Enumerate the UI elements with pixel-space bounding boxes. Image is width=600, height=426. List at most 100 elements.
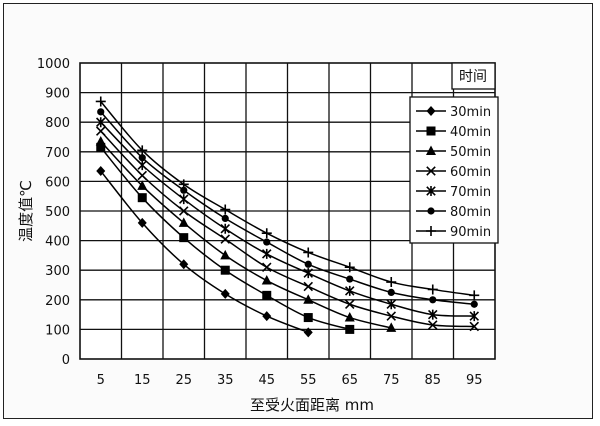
data-point-90min (344, 262, 355, 273)
legend-label: 30min (450, 105, 491, 120)
legend-label: 90min (450, 225, 491, 240)
series-line-90min (100, 100, 475, 297)
data-point-30min (303, 327, 313, 338)
data-point-50min (386, 322, 397, 332)
y-tick-label: 500 (45, 205, 70, 220)
legend-label: 70min (450, 185, 491, 200)
legend-label: 40min (450, 125, 491, 140)
data-point-40min (345, 324, 355, 334)
data-point-70min (261, 248, 272, 259)
data-point-40min (179, 233, 189, 243)
data-point-90min (303, 247, 314, 258)
legend-title: 时间 (459, 69, 487, 85)
x-tick-label: 35 (217, 373, 234, 388)
y-tick-label: 100 (45, 323, 70, 338)
data-point-30min (220, 288, 230, 299)
legend-item-30min: 30min (416, 105, 491, 120)
data-point-80min (180, 186, 188, 194)
legend-label: 80min (450, 205, 491, 220)
legend-item-70min: 70min (416, 185, 491, 200)
data-point-90min (95, 96, 106, 107)
x-tick-label: 85 (424, 373, 441, 388)
data-point-50min (261, 275, 272, 285)
data-point-90min (427, 284, 438, 295)
data-point-60min (261, 262, 272, 273)
legend-item-50min: 50min (416, 145, 491, 160)
data-point-80min (97, 108, 105, 116)
data-point-80min (263, 238, 271, 246)
legend-marker (426, 226, 436, 236)
legend-marker (426, 186, 436, 196)
data-point-80min (138, 154, 146, 162)
x-tick-label: 15 (134, 373, 151, 388)
data-point-70min (386, 299, 397, 310)
legend-title-box (451, 62, 496, 90)
y-tick-label: 300 (45, 264, 70, 279)
data-point-60min (178, 206, 189, 216)
x-tick-label: 95 (466, 373, 483, 388)
data-point-80min (429, 296, 437, 304)
y-tick-label: 700 (45, 146, 70, 161)
x-tick-label: 65 (341, 373, 358, 388)
data-point-30min (262, 311, 272, 322)
legend-item-40min: 40min (416, 125, 491, 140)
data-point-60min (137, 170, 148, 181)
data-point-70min (344, 285, 355, 296)
y-tick-label: 1000 (37, 57, 70, 72)
series-line-60min (100, 130, 475, 328)
data-point-70min (220, 223, 231, 234)
data-point-30min (96, 166, 106, 177)
data-point-90min (220, 204, 231, 215)
data-point-40min (137, 193, 147, 203)
y-tick-label: 900 (45, 87, 70, 102)
data-point-40min (220, 265, 230, 275)
data-point-50min (137, 180, 148, 190)
data-point-50min (303, 294, 314, 304)
data-point-40min (303, 313, 313, 323)
x-axis-title: 至受火面距离 mm (250, 396, 374, 414)
legend-item-80min: 80min (416, 205, 491, 220)
x-tick-label: 25 (175, 373, 192, 388)
y-tick-label: 400 (45, 235, 70, 250)
data-point-70min (303, 268, 314, 279)
data-point-50min (178, 217, 189, 227)
data-point-60min (344, 299, 355, 310)
data-point-50min (95, 135, 106, 146)
legend-marker (426, 106, 436, 116)
data-point-60min (220, 234, 231, 244)
legend-label: 60min (450, 165, 491, 180)
legend-box (409, 96, 499, 244)
data-point-90min (386, 277, 397, 288)
data-point-50min (344, 312, 355, 322)
x-tick-label: 75 (383, 373, 400, 388)
legend-item-90min: 90min (416, 225, 491, 240)
data-point-90min (137, 145, 148, 156)
data-point-70min (137, 160, 148, 171)
data-point-80min (304, 260, 312, 268)
data-point-80min (346, 275, 354, 283)
data-point-60min (95, 126, 106, 136)
legend-marker (426, 126, 436, 136)
y-axis-title: 温度值℃ (17, 180, 35, 242)
series-line-80min (100, 111, 475, 305)
series-line-70min (100, 121, 475, 317)
data-point-30min (179, 259, 189, 270)
legend: 时间 30min 40min 50min 60min 70min 80min 90min (409, 62, 499, 244)
data-point-90min (469, 290, 480, 301)
y-tick-label: 600 (45, 175, 70, 190)
x-tick-label: 45 (258, 373, 275, 388)
data-point-50min (220, 249, 231, 260)
x-tick-label: 5 (97, 373, 105, 388)
legend-item-60min: 60min (416, 165, 491, 180)
data-point-60min (386, 311, 397, 321)
data-point-80min (470, 300, 478, 308)
y-tick-label: 0 (62, 353, 70, 368)
data-point-70min (427, 309, 438, 320)
data-point-60min (427, 320, 438, 330)
legend-marker (427, 207, 435, 215)
data-point-80min (387, 288, 395, 296)
series-markers (95, 96, 480, 338)
data-point-60min (303, 281, 314, 292)
data-point-40min (96, 142, 106, 152)
